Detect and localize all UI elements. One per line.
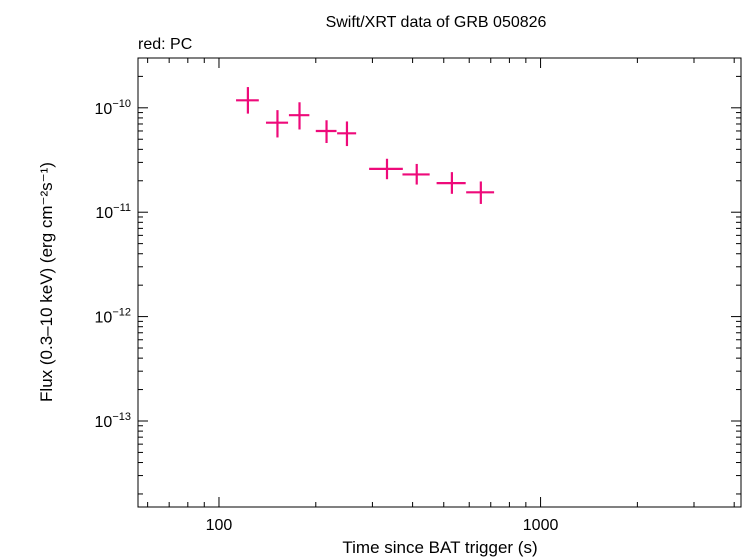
data-point xyxy=(337,121,357,147)
chart-title: Swift/XRT data of GRB 050826 xyxy=(326,14,547,31)
y-axis-label: Flux (0.3–10 keV) (erg cm⁻²s⁻¹) xyxy=(37,162,56,402)
y-tick-label: 10−13 xyxy=(95,411,131,431)
y-tick-label: 10−10 xyxy=(95,98,131,118)
x-tick-label: 100 xyxy=(206,517,233,534)
y-tick-label: 10−12 xyxy=(95,307,131,327)
data-point xyxy=(402,163,430,185)
y-tick-label: 10−11 xyxy=(95,202,131,222)
data-point xyxy=(315,120,337,144)
chart-subtitle: red: PC xyxy=(138,36,192,53)
data-points xyxy=(236,87,495,204)
data-point xyxy=(236,87,259,114)
data-point xyxy=(369,158,403,180)
data-point xyxy=(436,172,466,194)
x-axis-label: Time since BAT trigger (s) xyxy=(342,538,537,557)
axis-ticks xyxy=(138,57,741,507)
data-point xyxy=(466,181,495,204)
data-point xyxy=(265,110,289,138)
plot-frame xyxy=(137,57,742,508)
x-tick-label: 1000 xyxy=(523,517,559,534)
data-point xyxy=(288,102,310,130)
